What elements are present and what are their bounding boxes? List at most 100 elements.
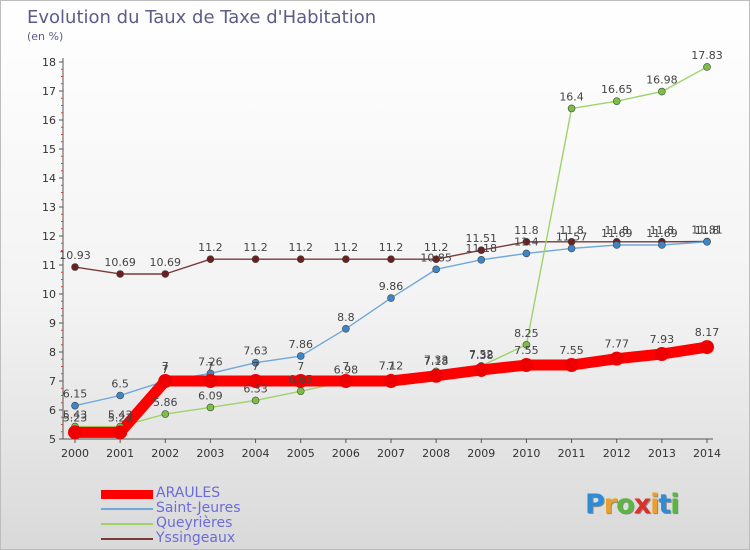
- data-point: [700, 340, 714, 355]
- data-label: 11.18: [466, 242, 498, 255]
- data-label: 11.4: [514, 235, 539, 248]
- data-point: [477, 255, 486, 264]
- data-label: 6.98: [334, 364, 359, 377]
- y-tick-label: 9: [49, 317, 56, 330]
- data-label: 11.2: [334, 241, 359, 254]
- data-label: 7.55: [514, 344, 539, 357]
- data-point: [296, 387, 305, 395]
- data-label: 7.52: [469, 348, 494, 361]
- data-label: 7.18: [424, 355, 449, 368]
- data-label: 6.09: [198, 389, 223, 402]
- data-point: [206, 255, 215, 264]
- data-point: [116, 391, 124, 400]
- y-tick-label: 8: [49, 346, 56, 359]
- data-point: [567, 244, 576, 253]
- data-label: 11.69: [601, 227, 633, 240]
- proxiti-logo: Proxiti: [585, 489, 680, 520]
- legend-item: Queyrières: [101, 515, 361, 531]
- x-tick-label: 2010: [512, 447, 540, 460]
- data-label: 11.81: [691, 224, 723, 237]
- y-tick-label: 6: [49, 404, 56, 417]
- x-tick-label: 2002: [151, 447, 179, 460]
- legend-label: Queyrières: [156, 515, 233, 531]
- data-point: [248, 374, 263, 388]
- data-point: [522, 340, 531, 349]
- data-point: [206, 403, 215, 412]
- data-point: [68, 425, 82, 440]
- data-label: 17.83: [691, 49, 723, 62]
- y-tick-label: 10: [42, 288, 56, 301]
- data-point: [384, 374, 398, 388]
- data-point: [658, 87, 666, 96]
- x-tick-label: 2012: [603, 447, 631, 460]
- data-label: 11.8: [695, 224, 720, 237]
- data-point: [519, 358, 534, 373]
- x-tick-label: 2007: [377, 447, 405, 460]
- data-point: [522, 238, 531, 246]
- data-label: 11.8: [514, 224, 539, 237]
- data-point: [387, 255, 395, 264]
- data-label: 11.2: [379, 241, 404, 254]
- data-label: 7.38: [469, 349, 494, 362]
- legend-label: Saint-Jeures: [156, 500, 241, 516]
- data-point: [293, 374, 308, 388]
- data-point: [474, 362, 489, 377]
- data-point: [564, 358, 579, 373]
- data-label: 11.69: [646, 227, 678, 240]
- data-label: 7: [342, 360, 349, 373]
- data-point: [609, 351, 624, 366]
- data-label: 6.65: [288, 373, 313, 386]
- data-label: 8.8: [337, 311, 355, 324]
- data-point: [429, 368, 444, 383]
- x-tick-label: 2005: [287, 447, 315, 460]
- data-point: [251, 396, 260, 405]
- data-point: [387, 294, 395, 302]
- legend-swatch: [101, 508, 153, 510]
- data-point: [658, 241, 666, 249]
- legend-label: ARAULES: [156, 485, 221, 501]
- y-tick-label: 17: [42, 85, 56, 98]
- y-tick-label: 15: [42, 143, 56, 156]
- x-tick-label: 2001: [106, 447, 134, 460]
- data-label: 11.2: [243, 241, 268, 254]
- data-label: 6.33: [243, 382, 268, 395]
- data-label: 5.43: [63, 409, 88, 422]
- data-label: 5.86: [153, 396, 178, 409]
- data-point: [338, 374, 353, 388]
- data-label: 7: [207, 360, 214, 373]
- data-point: [251, 255, 260, 264]
- x-tick-label: 2011: [558, 447, 586, 460]
- data-label: 11.8: [604, 224, 629, 237]
- data-point: [342, 324, 350, 333]
- data-label: 7: [162, 360, 169, 373]
- data-label: 10.69: [104, 256, 136, 269]
- legend-swatch: [101, 538, 153, 540]
- data-label: 11.51: [466, 232, 498, 245]
- y-tick-label: 7: [49, 375, 56, 388]
- chart-unit-label: (en %): [27, 30, 64, 43]
- data-label: 10.85: [420, 251, 452, 264]
- data-label: 11.2: [424, 241, 449, 254]
- data-label: 5.23: [63, 411, 88, 424]
- data-label: 6.15: [63, 388, 88, 401]
- data-label: 8.25: [514, 327, 539, 340]
- data-label: 11.2: [288, 241, 313, 254]
- data-label: 7.12: [379, 360, 404, 373]
- data-point: [161, 270, 170, 278]
- data-label: 11.8: [650, 224, 675, 237]
- data-label: 8.17: [695, 326, 720, 339]
- legend-item: Yssingeaux: [101, 530, 361, 546]
- data-label: 11.2: [198, 241, 223, 254]
- data-label: 7: [297, 360, 304, 373]
- data-label: 11.57: [556, 230, 588, 243]
- data-point: [251, 358, 260, 367]
- data-label: 7.77: [604, 338, 629, 351]
- data-label: 5.43: [108, 409, 133, 422]
- y-tick-label: 12: [42, 230, 56, 243]
- x-tick-label: 2014: [693, 447, 721, 460]
- data-point: [71, 401, 79, 410]
- data-point: [158, 374, 173, 388]
- x-tick-label: 2009: [467, 447, 495, 460]
- legend-label: Yssingeaux: [156, 530, 236, 546]
